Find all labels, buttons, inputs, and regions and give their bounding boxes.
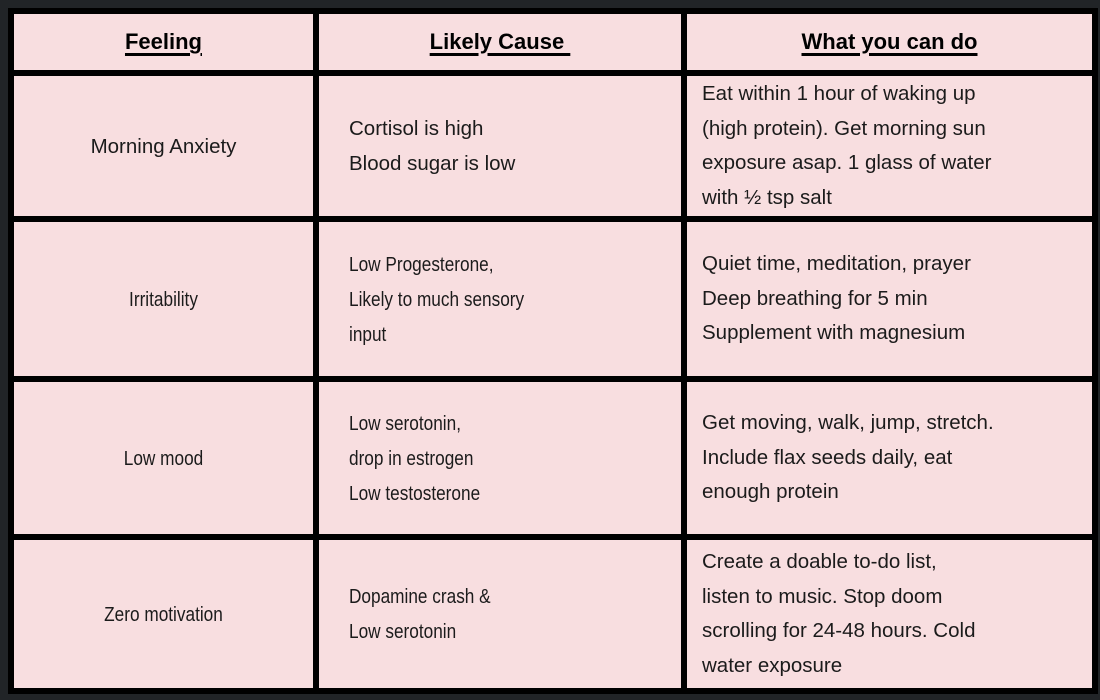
cell-cause: Cortisol is high Blood sugar is low — [313, 70, 687, 222]
table-header-row: Feeling Likely Cause What you can do — [8, 8, 1098, 76]
cell-feeling: Morning Anxiety — [8, 70, 319, 222]
action-text: Get moving, walk, jump, stretch. Include… — [702, 411, 994, 504]
cell-action: Eat within 1 hour of waking up (high pro… — [681, 70, 1098, 222]
cell-action: Quiet time, meditation, prayer Deep brea… — [681, 216, 1098, 382]
feeling-text: Irritability — [129, 287, 198, 311]
feeling-text: Low mood — [123, 446, 204, 470]
action-text: Eat within 1 hour of waking up (high pro… — [702, 82, 992, 209]
action-text: Create a doable to-do list, listen to mu… — [702, 550, 976, 677]
cause-text: Cortisol is high Blood sugar is low — [349, 117, 516, 175]
feelings-table: Feeling Likely Cause What you can do Mor… — [8, 8, 1098, 694]
cell-feeling: Irritability — [8, 216, 319, 382]
table-row: Morning Anxiety Cortisol is high Blood s… — [8, 70, 1098, 222]
action-text: Quiet time, meditation, prayer Deep brea… — [702, 252, 971, 345]
feeling-text: Zero motivation — [104, 602, 223, 626]
cell-action: Create a doable to-do list, listen to mu… — [681, 534, 1098, 694]
table-row: Zero motivation Dopamine crash & Low ser… — [8, 534, 1098, 694]
cell-cause: Low serotonin, drop in estrogen Low test… — [313, 376, 687, 540]
column-header-what-you-can-do: What you can do — [681, 8, 1098, 76]
cell-cause: Dopamine crash & Low serotonin — [313, 534, 687, 694]
cell-feeling: Zero motivation — [8, 534, 319, 694]
cell-feeling: Low mood — [8, 376, 319, 540]
table-row: Irritability Low Progesterone, Likely to… — [8, 216, 1098, 382]
feeling-text: Morning Anxiety — [90, 134, 237, 158]
cause-text: Low serotonin, drop in estrogen Low test… — [349, 411, 481, 505]
cause-text: Dopamine crash & Low serotonin — [349, 585, 491, 643]
cell-cause: Low Progesterone, Likely to much sensory… — [313, 216, 687, 382]
column-header-likely-cause: Likely Cause — [313, 8, 687, 76]
column-header-feeling: Feeling — [8, 8, 319, 76]
cell-action: Get moving, walk, jump, stretch. Include… — [681, 376, 1098, 540]
cause-text: Low Progesterone, Likely to much sensory… — [349, 252, 525, 346]
table-row: Low mood Low serotonin, drop in estrogen… — [8, 376, 1098, 540]
